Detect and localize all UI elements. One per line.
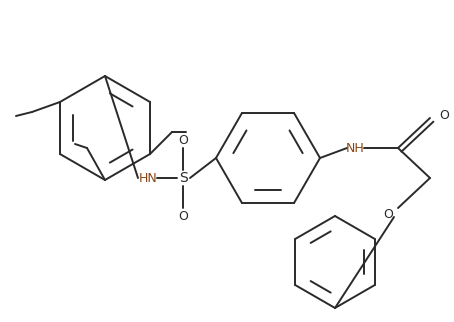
Text: HN: HN: [138, 172, 158, 185]
Text: O: O: [178, 134, 188, 147]
Text: O: O: [383, 207, 393, 221]
Text: O: O: [178, 210, 188, 223]
Text: NH: NH: [345, 141, 365, 155]
Text: S: S: [178, 171, 188, 185]
Text: O: O: [439, 109, 449, 121]
